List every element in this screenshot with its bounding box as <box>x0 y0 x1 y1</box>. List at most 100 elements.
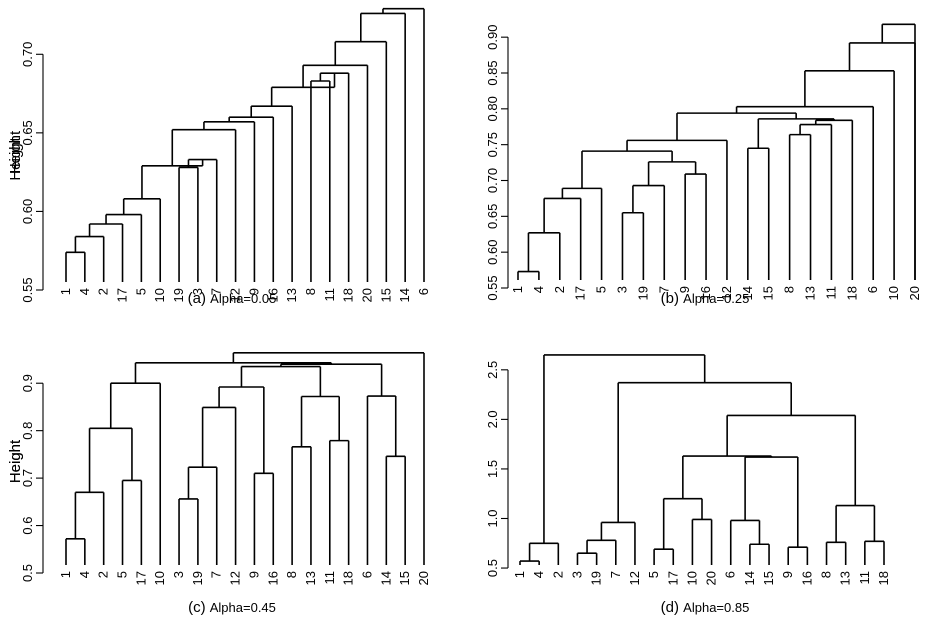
leaf-label: 20 <box>416 571 431 585</box>
leaf-label: 12 <box>719 286 734 300</box>
leaf-label: 13 <box>803 286 818 300</box>
leaf-label: 2 <box>96 288 111 295</box>
panel-1: 0.55 0.60 0.65 0.70 0.75 0.80 0.85 0.90 Height (b… <box>7 23 922 307</box>
leaf-label: 5 <box>115 571 130 578</box>
leaf-label: 14 <box>740 286 755 300</box>
leaf-label: 8 <box>284 571 299 578</box>
leaf-label: 13 <box>838 571 853 585</box>
leaf-label: 17 <box>573 286 588 300</box>
y-tick-label: 0.75 <box>485 132 500 157</box>
leaf-label: 7 <box>608 571 623 578</box>
y-axis-title: Height <box>7 136 24 180</box>
leaf-label: 9 <box>677 286 692 293</box>
leaf-label: 10 <box>886 286 901 300</box>
leaf-label: 14 <box>397 288 412 302</box>
leaf-label: 19 <box>171 288 186 302</box>
y-tick-label: 0.5 <box>20 564 35 582</box>
leaf-label: 12 <box>228 288 243 302</box>
leaf-label: 14 <box>378 571 393 585</box>
y-tick-label: 2.5 <box>485 361 500 379</box>
y-tick-label: 0.6 <box>20 517 35 535</box>
y-tick-label: 1.0 <box>485 509 500 527</box>
leaf-label: 16 <box>799 571 814 585</box>
leaf-label: 18 <box>844 286 859 300</box>
leaf-label: 15 <box>761 286 776 300</box>
y-tick-label: 0.85 <box>485 60 500 85</box>
leaf-label: 6 <box>416 288 431 295</box>
leaf-label: 15 <box>397 571 412 585</box>
y-tick-label: 0.70 <box>20 42 35 67</box>
leaf-label: 17 <box>665 571 680 585</box>
panel-caption: (c) Alpha=0.45 <box>188 599 276 616</box>
leaf-label: 11 <box>823 286 838 300</box>
leaf-label: 5 <box>133 288 148 295</box>
y-axis-title: Height <box>7 439 24 483</box>
leaf-label: 9 <box>246 288 261 295</box>
leaf-label: 19 <box>635 286 650 300</box>
leaf-label: 7 <box>209 571 224 578</box>
leaf-label: 2 <box>550 571 565 578</box>
y-tick-label: 0.80 <box>485 96 500 121</box>
leaf-label: 10 <box>152 571 167 585</box>
leaf-label: 8 <box>782 286 797 293</box>
y-tick-label: 0.55 <box>20 277 35 302</box>
leaf-label: 16 <box>265 288 280 302</box>
y-tick-label: 2.0 <box>485 410 500 428</box>
y-tick-label: 0.65 <box>20 120 35 145</box>
panel-caption: (d) Alpha=0.85 <box>661 599 750 616</box>
leaf-label: 19 <box>190 571 205 585</box>
leaf-label: 15 <box>761 571 776 585</box>
leaf-label: 17 <box>115 288 130 302</box>
leaf-label: 4 <box>531 571 546 578</box>
y-tick-label: 0.60 <box>20 199 35 224</box>
y-tick-label: 0.65 <box>485 204 500 229</box>
leaf-label: 17 <box>133 571 148 585</box>
leaf-label: 18 <box>341 571 356 585</box>
leaf-label: 1 <box>510 286 525 293</box>
y-tick-label: 0.90 <box>485 25 500 50</box>
leaf-label: 3 <box>569 571 584 578</box>
leaf-label: 8 <box>303 288 318 295</box>
y-tick-label: 0.8 <box>20 422 35 440</box>
leaf-label: 18 <box>341 288 356 302</box>
leaf-label: 5 <box>646 571 661 578</box>
leaf-label: 20 <box>704 571 719 585</box>
leaf-label: 4 <box>531 286 546 293</box>
leaf-label: 2 <box>96 571 111 578</box>
leaf-label: 13 <box>284 288 299 302</box>
leaf-label: 20 <box>359 288 374 302</box>
leaf-label: 10 <box>152 288 167 302</box>
leaf-label: 12 <box>627 571 642 585</box>
panel-caption: (b) Alpha=0.25 <box>661 290 750 307</box>
leaf-label: 18 <box>876 571 891 585</box>
leaf-label: 16 <box>265 571 280 585</box>
y-tick-label: 0.55 <box>485 275 500 300</box>
leaf-label: 9 <box>780 571 795 578</box>
panel-caption: (a) Alpha=0.05 <box>188 290 277 307</box>
leaf-label: 12 <box>228 571 243 585</box>
leaf-label: 6 <box>723 571 738 578</box>
leaf-label: 4 <box>77 288 92 295</box>
leaf-label: 7 <box>656 286 671 293</box>
leaf-label: 11 <box>322 288 337 302</box>
leaf-label: 11 <box>857 571 872 585</box>
y-tick-label: 0.7 <box>20 469 35 487</box>
y-axis-title: Height <box>7 130 24 174</box>
leaf-label: 8 <box>819 571 834 578</box>
leaf-label: 1 <box>512 571 527 578</box>
leaf-label: 6 <box>359 571 374 578</box>
leaf-label: 1 <box>58 288 73 295</box>
leaf-label: 15 <box>378 288 393 302</box>
leaf-label: 19 <box>589 571 604 585</box>
leaf-label: 3 <box>614 286 629 293</box>
leaf-label: 9 <box>246 571 261 578</box>
y-axis-title: Height <box>7 439 24 483</box>
leaf-label: 13 <box>303 571 318 585</box>
y-tick-label: 0.70 <box>485 168 500 193</box>
y-tick-label: 1.5 <box>485 460 500 478</box>
y-tick-label: 0.5 <box>485 559 500 577</box>
leaf-label: 1 <box>58 571 73 578</box>
